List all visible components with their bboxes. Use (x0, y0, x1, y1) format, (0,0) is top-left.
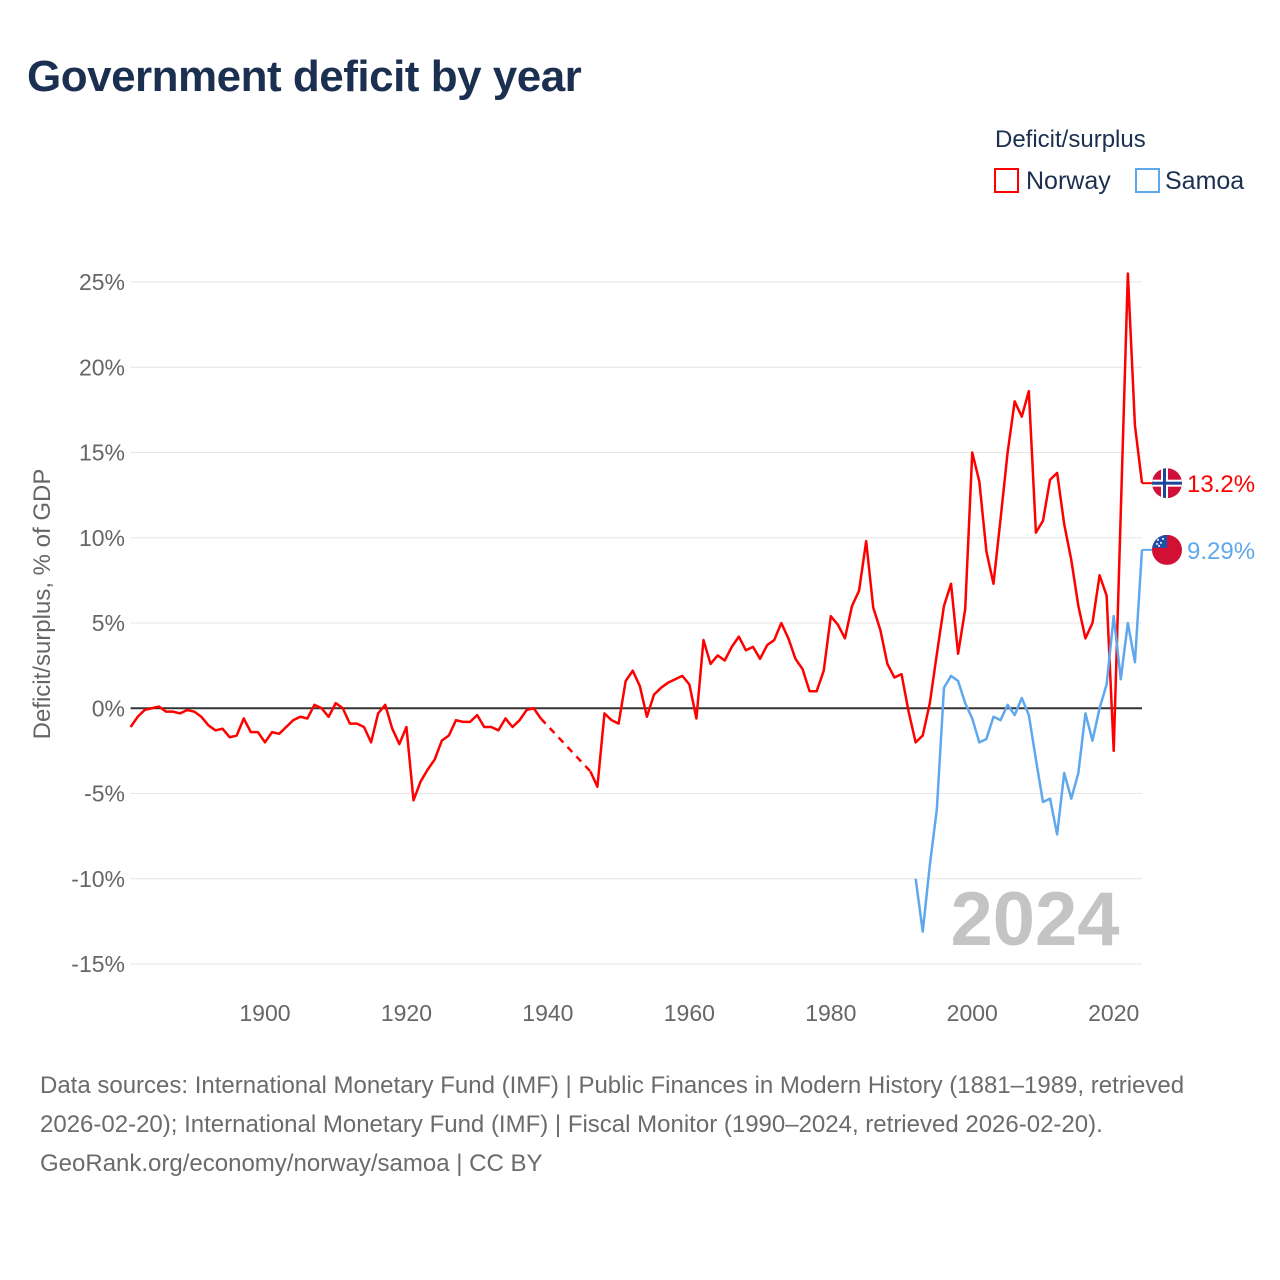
x-tick-label: 1920 (381, 1000, 432, 1026)
legend-item-norway[interactable]: Norway (994, 167, 1111, 195)
flag-body (1152, 534, 1182, 565)
flag-cross-blue (1152, 481, 1182, 485)
y-tick-label: 5% (92, 610, 125, 636)
y-tick-label: 10% (79, 525, 125, 551)
series-line-norway (129, 701, 542, 802)
y-tick-label: -15% (71, 951, 125, 977)
series-gap-norway (539, 717, 592, 773)
end-label-samoa: 9.29% (1187, 538, 1255, 565)
legend-label-samoa: Samoa (1165, 167, 1244, 195)
y-tick-label: 20% (79, 354, 125, 380)
flag-star (1160, 541, 1162, 544)
x-tick-label: 1980 (805, 1000, 856, 1026)
x-tick-label: 1900 (239, 1000, 290, 1026)
y-tick-label: -5% (84, 781, 125, 807)
x-tick-label: 2000 (947, 1000, 998, 1026)
y-tick-label: -10% (71, 866, 125, 892)
series-line-norway (589, 272, 1144, 788)
footer: Data sources: International Monetary Fun… (40, 1066, 1240, 1183)
data-sources: Data sources: International Monetary Fun… (40, 1072, 1185, 1138)
x-tick-label: 1960 (664, 1000, 715, 1026)
y-tick-label: 15% (79, 440, 125, 466)
series-line-samoa (914, 549, 1144, 933)
flag-star (1158, 544, 1160, 547)
flag-star (1156, 542, 1158, 545)
year-label: 2024 (950, 877, 1119, 962)
legend-label-norway: Norway (1026, 167, 1111, 195)
y-tick-label: 25% (79, 269, 125, 295)
x-tick-label: 1940 (522, 1000, 573, 1026)
legend-swatch-samoa (1135, 168, 1160, 193)
flag-body (1152, 468, 1182, 499)
legend-swatch-norway (994, 168, 1019, 193)
credit-link[interactable]: GeoRank.org/economy/norway/samoa | CC BY (40, 1150, 543, 1177)
page-title: Government deficit by year (27, 52, 582, 101)
x-tick-label: 2020 (1088, 1000, 1139, 1026)
y-tick-label: 0% (92, 695, 125, 721)
y-axis-label: Deficit/surplus, % of GDP (29, 469, 56, 740)
norway-flag-icon (1152, 468, 1182, 499)
end-label-norway: 13.2% (1187, 471, 1255, 498)
samoa-flag-icon (1152, 534, 1182, 565)
flag-star (1157, 538, 1159, 541)
flag-star (1162, 537, 1164, 540)
legend-item-samoa[interactable]: Samoa (1135, 167, 1244, 195)
legend-title: Deficit/surplus (995, 126, 1146, 153)
